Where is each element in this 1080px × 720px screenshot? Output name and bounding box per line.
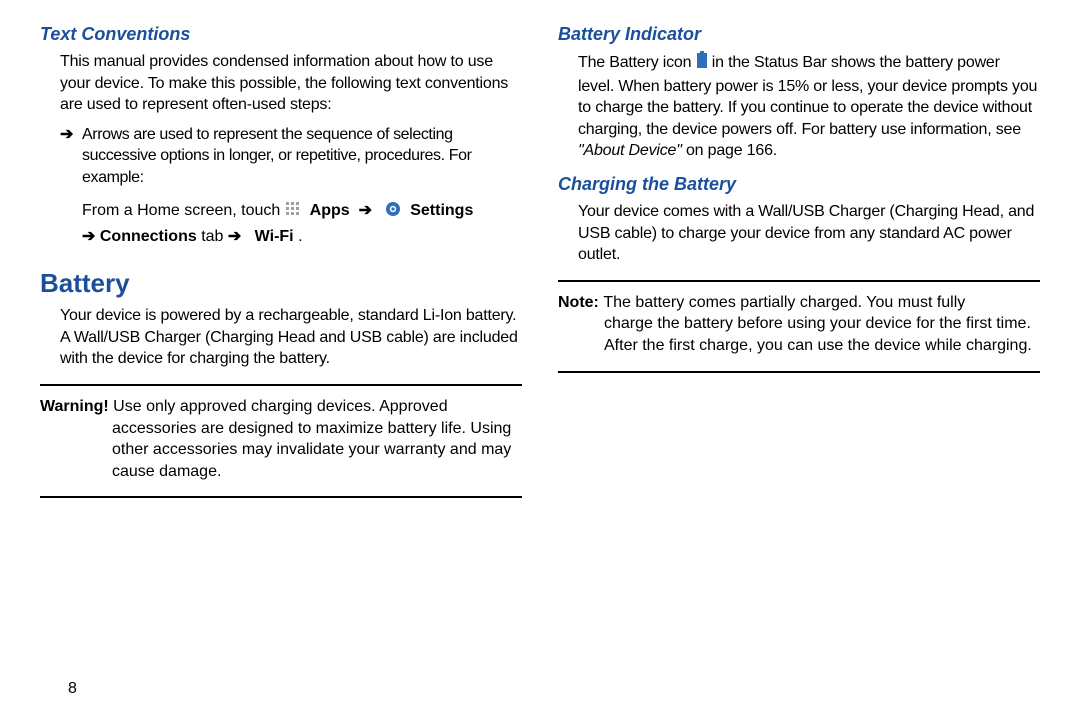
step-wifi: Wi-Fi [255, 228, 294, 245]
warning-label: Warning! [40, 398, 113, 415]
step-apps: Apps [305, 202, 354, 219]
heading-charging: Charging the Battery [558, 174, 1040, 195]
step-settings: Settings [406, 202, 474, 219]
arrow-icon: ➔ [228, 228, 241, 245]
bi-reference: "About Device" [578, 142, 682, 159]
apps-grid-icon [285, 201, 301, 226]
arrow-icon: ➔ [82, 228, 100, 245]
settings-gear-icon [385, 201, 401, 226]
page-number: 8 [68, 680, 77, 698]
bi-text-3: on page 166. [686, 142, 777, 159]
arrow-icon: ➔ [60, 124, 82, 189]
heading-text-conventions: Text Conventions [40, 24, 522, 45]
right-column: Battery Indicator The Battery icon in th… [558, 24, 1040, 664]
step-prefix: From a Home screen, touch [82, 202, 285, 219]
para-text-conventions: This manual provides condensed informati… [60, 51, 522, 116]
left-column: Text Conventions This manual provides co… [40, 24, 522, 664]
warning-text-line1: Use only approved charging devices. Appr… [113, 398, 447, 415]
heading-battery-indicator: Battery Indicator [558, 24, 1040, 45]
example-step: From a Home screen, touch Apps ➔ [82, 199, 522, 251]
divider [40, 384, 522, 386]
warning-text-rest: accessories are designed to maximize bat… [112, 418, 522, 483]
divider [558, 371, 1040, 373]
arrow-icon: ➔ [359, 202, 372, 219]
note-text-rest: charge the battery before using your dev… [604, 313, 1040, 356]
note-text-line1: The battery comes partially charged. You… [603, 294, 965, 311]
step-period: . [298, 228, 302, 245]
battery-icon [696, 51, 708, 76]
step-tab: tab [201, 228, 228, 245]
bullet-arrows-text: Arrows are used to represent the sequenc… [82, 124, 522, 189]
divider [558, 280, 1040, 282]
heading-battery: Battery [40, 268, 522, 299]
bi-text-1: The Battery icon [578, 54, 696, 71]
para-battery: Your device is powered by a rechargeable… [60, 305, 522, 370]
note-label: Note: [558, 294, 603, 311]
para-battery-indicator: The Battery icon in the Status Bar shows… [578, 51, 1040, 162]
step-connections: Connections [100, 228, 197, 245]
note-box: Note: The battery comes partially charge… [558, 292, 1040, 357]
divider [40, 496, 522, 498]
warning-box: Warning! Use only approved charging devi… [40, 396, 522, 482]
para-charging: Your device comes with a Wall/USB Charge… [578, 201, 1040, 266]
bullet-arrows: ➔ Arrows are used to represent the seque… [60, 124, 522, 189]
